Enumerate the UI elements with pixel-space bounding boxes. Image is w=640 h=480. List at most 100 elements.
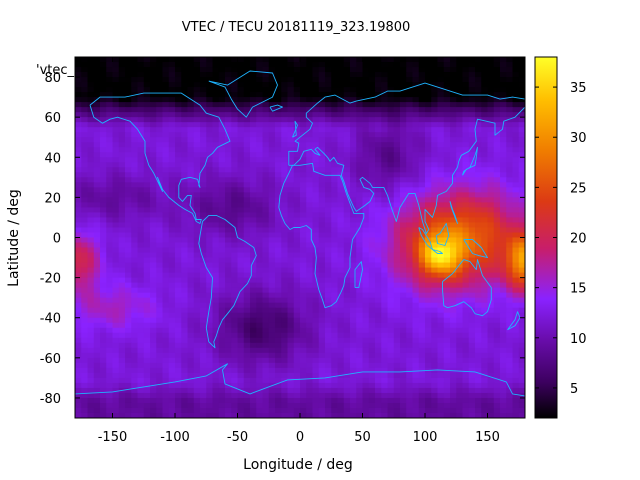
heat-cell: [293, 232, 301, 238]
heat-cell: [237, 352, 245, 359]
heat-cell: [512, 72, 520, 78]
heat-cell: [425, 352, 432, 359]
heat-cell: [293, 297, 301, 304]
heat-cell: [262, 82, 270, 88]
heat-cell: [481, 117, 488, 123]
heat-cell: [312, 322, 320, 329]
heat-cell: [125, 332, 132, 339]
heat-cell: [112, 57, 120, 63]
heat-cell: [343, 182, 351, 188]
heat-cell: [468, 192, 476, 198]
heat-cell: [225, 167, 232, 173]
heat-cell: [500, 92, 507, 98]
heat-cell: [231, 227, 238, 233]
heat-cell: [431, 72, 438, 78]
heat-cell: [206, 307, 213, 314]
heat-cell: [437, 127, 445, 133]
heat-cell: [362, 127, 370, 133]
heat-cell: [200, 97, 207, 103]
heat-cell: [106, 162, 113, 168]
heat-cell: [275, 87, 282, 93]
heat-cell: [200, 222, 207, 228]
heat-cell: [293, 317, 301, 324]
heat-cell: [393, 377, 401, 384]
heat-cell: [487, 202, 495, 208]
heat-cell: [118, 182, 126, 188]
heat-cell: [93, 247, 101, 254]
heat-cell: [256, 272, 263, 279]
heat-cell: [475, 222, 482, 228]
heat-cell: [168, 82, 176, 88]
heat-cell: [300, 112, 307, 118]
heat-cell: [112, 82, 120, 88]
heat-cell: [206, 387, 213, 394]
heat-cell: [187, 217, 195, 223]
heat-cell: [112, 397, 120, 404]
heat-cell: [87, 147, 95, 153]
heat-cell: [168, 127, 176, 133]
heat-cell: [218, 177, 226, 183]
heat-cell: [431, 217, 438, 223]
heat-cell: [312, 287, 320, 294]
heat-cell: [137, 222, 145, 228]
heat-cell: [150, 267, 157, 274]
heat-cell: [256, 312, 263, 319]
heat-cell: [318, 162, 326, 168]
heat-cell: [375, 147, 382, 153]
heat-cell: [431, 197, 438, 203]
heat-cell: [425, 142, 432, 148]
heat-cell: [331, 352, 338, 359]
heat-cell: [462, 187, 470, 193]
heat-cell: [156, 262, 163, 269]
heat-cell: [350, 157, 357, 163]
heat-cell: [293, 67, 301, 73]
heat-cell: [343, 382, 351, 389]
heat-cell: [325, 397, 332, 404]
heat-cell: [243, 287, 251, 294]
heat-cell: [200, 147, 207, 153]
heat-cell: [350, 187, 357, 193]
heat-cell: [475, 292, 482, 299]
heat-cell: [125, 252, 132, 259]
heat-cell: [262, 87, 270, 93]
heat-cell: [387, 257, 395, 264]
heat-cell: [112, 312, 120, 319]
heat-cell: [418, 202, 426, 208]
heat-cell: [87, 92, 95, 98]
heat-cell: [350, 342, 357, 349]
heat-cell: [475, 197, 482, 203]
heat-cell: [325, 147, 332, 153]
heat-cell: [225, 202, 232, 208]
heat-cell: [131, 327, 138, 334]
heat-cell: [375, 282, 382, 289]
heat-cell: [500, 372, 507, 379]
heat-cell: [112, 362, 120, 369]
heat-cell: [343, 137, 351, 143]
heat-cell: [237, 102, 245, 108]
heat-cell: [125, 112, 132, 118]
heat-cell: [281, 227, 288, 233]
heat-cell: [468, 277, 476, 284]
heat-cell: [293, 222, 301, 228]
heat-cell: [275, 387, 282, 394]
heat-cell: [331, 262, 338, 269]
heat-cell: [443, 287, 451, 294]
heat-cell: [275, 367, 282, 374]
heat-cell: [131, 382, 138, 389]
heat-cell: [150, 322, 157, 329]
heat-cell: [481, 97, 488, 103]
heat-cell: [375, 112, 382, 118]
heat-cell: [456, 232, 463, 238]
heat-cell: [393, 67, 401, 73]
heat-cell: [262, 227, 270, 233]
heat-cell: [175, 307, 182, 314]
heat-cell: [87, 57, 95, 63]
heat-cell: [412, 142, 420, 148]
heat-cell: [87, 232, 95, 238]
heat-cell: [137, 102, 145, 108]
heat-cell: [237, 122, 245, 128]
heat-cell: [268, 317, 276, 324]
heat-cell: [500, 162, 507, 168]
heat-cell: [331, 167, 338, 173]
heat-cell: [343, 122, 351, 128]
